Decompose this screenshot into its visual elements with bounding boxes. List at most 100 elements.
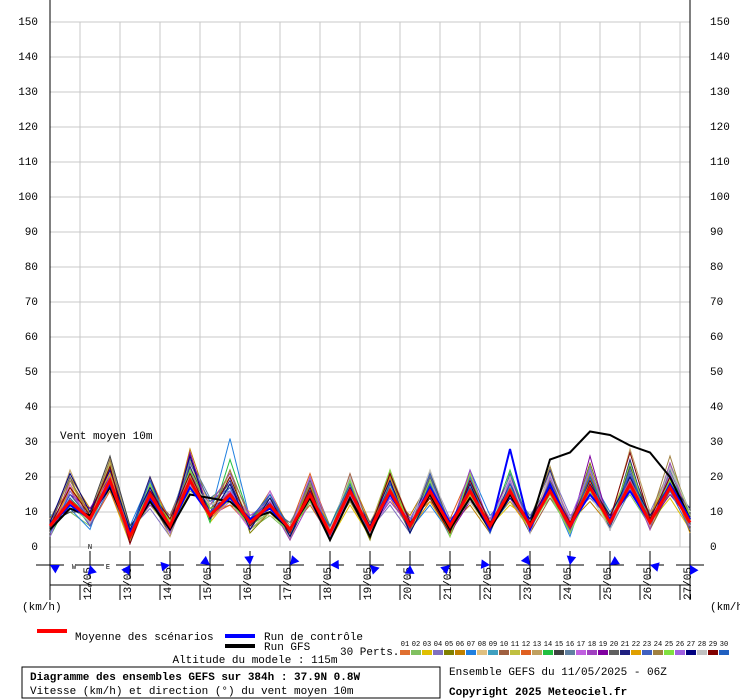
legend-label: 18: [588, 641, 596, 649]
legend-label: 25: [665, 641, 673, 649]
y-tick-label: 130: [18, 87, 38, 99]
y-tick-label: 90: [25, 227, 38, 239]
y2-tick-label: 80: [710, 262, 723, 274]
legend-label: 15: [555, 641, 563, 649]
rose-petal: [404, 565, 415, 574]
legend-swatch: [631, 650, 641, 655]
legend-swatch: [433, 650, 443, 655]
y2-tick-label: 70: [710, 297, 723, 309]
legend-swatch: [422, 650, 432, 655]
legend-label: 12: [522, 641, 530, 649]
legend-label: 08: [478, 641, 486, 649]
rose-petal: [520, 555, 530, 565]
y2-tick-label: 140: [710, 52, 730, 64]
rose-petal: [690, 565, 699, 575]
legend-label: 11: [511, 641, 519, 649]
x-tick-label: 25/05: [603, 567, 615, 600]
legend-swatch: [642, 650, 652, 655]
legend-swatch: [455, 650, 465, 655]
chart-subtitle: Vitesse (km/h) et direction (°) du vent …: [30, 686, 354, 698]
legend-label: 05: [445, 641, 453, 649]
y2-tick-label: 100: [710, 192, 730, 204]
y-tick-label: 120: [18, 122, 38, 134]
rose-petal: [290, 555, 300, 565]
copyright: Copyright 2025 Meteociel.fr: [449, 687, 627, 699]
legend-label: 07: [467, 641, 475, 649]
legend-label: 13: [533, 641, 541, 649]
y-tick-label: 70: [25, 297, 38, 309]
rose-petal: [50, 565, 60, 574]
rose-petal: [121, 565, 130, 575]
y2-tick-label: 120: [710, 122, 730, 134]
legend-swatch: [576, 650, 586, 655]
legend-swatch: [488, 650, 498, 655]
legend-label: 16: [566, 641, 574, 649]
x-tick-label: 27/05: [683, 567, 695, 600]
legend-swatch: [708, 650, 718, 655]
rose-petal: [610, 556, 620, 565]
legend-label: 22: [632, 641, 640, 649]
legend-swatch: [587, 650, 597, 655]
rose-petal: [200, 555, 210, 565]
rose-petal: [87, 565, 97, 575]
y2-tick-label: 150: [710, 17, 730, 29]
legend-label: Moyenne des scénarios: [75, 632, 214, 644]
y2-tick-label: 10: [710, 507, 723, 519]
y-tick-label: 150: [18, 17, 38, 29]
legend-label: Run GFS: [264, 642, 311, 654]
rose-petal: [566, 555, 577, 565]
legend-swatch: [521, 650, 531, 655]
y2-tick-label: 90: [710, 227, 723, 239]
legend-swatch: [565, 650, 575, 655]
legend-label: 23: [643, 641, 651, 649]
x-tick-label: 21/05: [443, 567, 455, 600]
y-axis-label: (km/h): [22, 602, 62, 614]
x-tick-label: 12/05: [83, 567, 95, 600]
legend-swatch: [499, 650, 509, 655]
legend-label: 03: [423, 641, 431, 649]
y-tick-label: 110: [18, 157, 38, 169]
y2-tick-label: 130: [710, 87, 730, 99]
y2-tick-label: 110: [710, 157, 730, 169]
legend-swatch: [532, 650, 542, 655]
y2-tick-label: 50: [710, 367, 723, 379]
legend-label: 29: [709, 641, 717, 649]
perturbations-label: 30 Perts.: [340, 647, 399, 659]
legend-label: 06: [456, 641, 464, 649]
y2-tick-label: 40: [710, 402, 723, 414]
x-tick-label: 16/05: [243, 567, 255, 600]
rose-petal: [480, 559, 490, 569]
rose-petal: [370, 565, 380, 575]
legend-label: 01: [401, 641, 409, 649]
x-tick-label: 17/05: [283, 567, 295, 600]
legend-swatch: [444, 650, 454, 655]
legend-label: 14: [544, 641, 552, 649]
chart-title: Diagramme des ensembles GEFS sur 384h : …: [30, 672, 360, 684]
rose-petal: [650, 562, 660, 572]
y2-tick-label: 60: [710, 332, 723, 344]
legend-swatch: [686, 650, 696, 655]
legend-label: 27: [687, 641, 695, 649]
legend-swatch: [477, 650, 487, 655]
rose-petal: [440, 565, 450, 575]
y-tick-label: 60: [25, 332, 38, 344]
y2-axis-label: (km/h): [710, 602, 740, 614]
series-line: [48, 476, 692, 541]
y-tick-label: 40: [25, 402, 38, 414]
x-tick-label: 23/05: [523, 567, 535, 600]
y-tick-label: 140: [18, 52, 38, 64]
legend-label: Run de contrôle: [264, 632, 363, 644]
legend-swatch: [466, 650, 476, 655]
altitude: Altitude du modele : 115m: [172, 655, 337, 667]
legend-swatch: [400, 650, 410, 655]
y2-tick-label: 0: [710, 542, 717, 554]
run-info: Ensemble GEFS du 11/05/2025 - 06Z: [449, 667, 667, 679]
legend-label: 10: [500, 641, 508, 649]
legend-label: 04: [434, 641, 442, 649]
x-tick-label: 20/05: [403, 567, 415, 600]
y2-tick-label: 20: [710, 472, 723, 484]
legend-label: 17: [577, 641, 585, 649]
compass-letter: W: [72, 564, 77, 572]
y-tick-label: 10: [25, 507, 38, 519]
